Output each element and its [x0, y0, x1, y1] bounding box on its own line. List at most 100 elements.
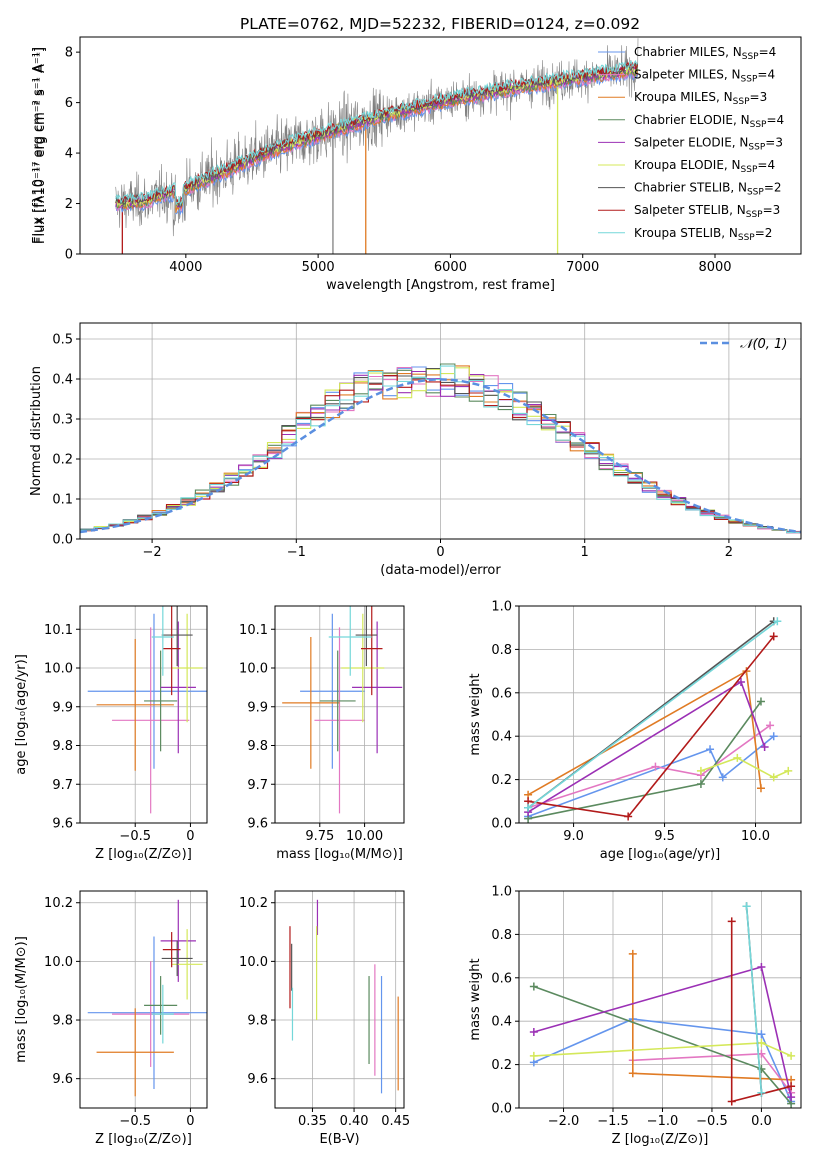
- x-tick-label: −0.5: [696, 1114, 728, 1129]
- y-tick-label: 9.8: [247, 1014, 268, 1029]
- weight-marker: [628, 949, 637, 958]
- y-tick-label: 9.9: [247, 700, 268, 715]
- weight-vs-age-panel: 9.0 9.5 10.0 0.0 0.2 0.4 0.6 0.8 1.0 age [log₁₀(a…: [468, 600, 802, 862]
- point-kroupa-stelib: [328, 606, 372, 676]
- x-tick-label: 1: [581, 545, 589, 560]
- y-tick-label: 0.6: [491, 686, 512, 701]
- point-salpeter-miles: [314, 627, 365, 814]
- legend-entry: Chabrier STELIB, NSSP=2: [634, 181, 782, 198]
- x-axis-label: wavelength [Angstrom, rest frame]: [326, 278, 555, 293]
- point-kroupa-elodie: [171, 613, 203, 723]
- weight-marker: [736, 677, 745, 686]
- y-tick-label: 0.2: [491, 1058, 512, 1073]
- x-tick-label: 2: [725, 545, 733, 560]
- y-tick-label: 0.4: [52, 373, 73, 388]
- weight-marker: [706, 745, 715, 754]
- x-tick-label: 0.40: [340, 1114, 369, 1129]
- y-tick-label: 0.1: [52, 493, 73, 508]
- x-tick-label: 9.75: [305, 829, 334, 844]
- mass-vs-extinction-panel: 0.35 0.40 0.45 9.6 9.8 10.0 10.2 E(B-V): [239, 890, 410, 1147]
- weight-marker: [529, 1028, 538, 1037]
- x-tick-label: −1.5: [597, 1114, 629, 1129]
- weight-line: [527, 724, 771, 809]
- x-axis-label: Z [log₁₀(Z/Z⊙)]: [612, 1132, 709, 1147]
- mass-vs-metallicity-panel: −0.5 0 9.6 9.8 10.0 10.2 Z [log₁₀(Z/Z⊙)] mass […: [14, 890, 208, 1147]
- weight-marker: [787, 1082, 796, 1091]
- y-tick-label: 10.0: [44, 955, 73, 970]
- y-tick-label: 8: [65, 46, 73, 61]
- weight-line: [527, 735, 775, 818]
- y-tick-label: 0.6: [491, 971, 512, 986]
- point-chabrier-elodie: [144, 976, 178, 1035]
- weights-salpeter-elodie: [524, 677, 769, 817]
- x-tick-label: −2.0: [548, 1114, 580, 1129]
- weight-marker: [529, 1051, 538, 1060]
- x-tick-label: 4000: [169, 260, 202, 275]
- weight-marker: [628, 1069, 637, 1078]
- x-tick-label: −1: [287, 545, 306, 560]
- point-kroupa-elodie: [171, 929, 203, 1000]
- legend-entry: Chabrier ELODIE, NSSP=4: [634, 113, 784, 130]
- weight-line: [533, 1018, 792, 1102]
- y-tick-label: 0.0: [52, 533, 73, 548]
- x-axis-label: age [log₁₀(age/yr)]: [600, 847, 721, 862]
- weight-marker: [787, 1051, 796, 1060]
- legend-entry: Kroupa STELIB, NSSP=2: [634, 226, 772, 243]
- y-tick-label: 0.8: [491, 928, 512, 943]
- model-fit-kroupa-elodie: [115, 64, 638, 208]
- legend-entry: 𝒩(0, 1): [740, 337, 787, 352]
- weights-kroupa-stelib: [742, 902, 766, 1097]
- model-fit-kroupa-stelib: [115, 59, 638, 207]
- y-tick-label: 1.0: [491, 885, 512, 900]
- weight-marker: [651, 762, 660, 771]
- point-kroupa-miles: [96, 1008, 174, 1097]
- axes-frame: [518, 890, 802, 1109]
- weight-marker: [727, 917, 736, 926]
- point-kroupa-miles: [282, 637, 340, 769]
- y-tick-label: 0.4: [491, 730, 512, 745]
- y-tick-label: 6: [65, 96, 73, 111]
- y-axis-label: mass [log₁₀(M/M⊙)]: [14, 936, 29, 1063]
- point-salpeter-stelib: [162, 606, 181, 696]
- point-chabrier-miles: [87, 613, 207, 769]
- histogram-kroupa-stelib: [80, 365, 801, 534]
- y-tick-label: 10.0: [44, 662, 73, 677]
- y-tick-label: 2: [65, 197, 73, 212]
- point-chabrier-elodie: [144, 650, 178, 752]
- y-axis-label: Flux [fλ10⁻¹⁷ erg cm⁻² s⁻¹ A⁻¹]: [31, 47, 46, 244]
- x-tick-label: 0.35: [298, 1114, 327, 1129]
- weight-vs-metallicity-panel: −2.0 −1.5 −1.0 −0.5 0.0 0.0 0.2 0.4 0.6 0.8 1.0 Z […: [468, 885, 802, 1147]
- axes-frame: [274, 890, 405, 1109]
- model-fit-kroupa-miles: [115, 68, 638, 213]
- x-tick-label: 9.5: [654, 829, 675, 844]
- x-tick-label: 7000: [566, 260, 599, 275]
- point-chabrier-stelib: [161, 606, 193, 667]
- y-axis-label: mass weight: [468, 673, 483, 755]
- plot-area: [289, 899, 399, 1094]
- weights-kroupa-miles: [524, 667, 765, 799]
- y-tick-label: 9.7: [247, 778, 268, 793]
- y-tick-label: 10.1: [44, 623, 73, 638]
- plot-area: [524, 617, 793, 823]
- x-tick-label: 9.0: [563, 829, 584, 844]
- weight-marker: [766, 721, 775, 730]
- y-tick-label: 0.0: [491, 1102, 512, 1117]
- x-axis-label: E(B-V): [319, 1132, 359, 1147]
- point-chabrier-stelib: [355, 606, 378, 667]
- x-tick-label: 0.45: [381, 1114, 410, 1129]
- weight-marker: [773, 617, 782, 626]
- age-vs-mass-panel: 9.75 10.00 9.6 9.7 9.8 9.9 10.0 10.1 mass [log₁₀…: [239, 605, 405, 862]
- y-tick-label: 4: [65, 147, 73, 162]
- y-tick-label: 9.6: [52, 1072, 73, 1087]
- y-tick-label: 9.9: [52, 700, 73, 715]
- weight-marker: [784, 766, 793, 775]
- weight-marker: [757, 962, 766, 971]
- point-salpeter-stelib: [162, 932, 181, 968]
- y-tick-label: 9.6: [247, 817, 268, 832]
- weight-marker: [757, 1030, 766, 1039]
- weight-marker: [718, 773, 727, 782]
- x-tick-label: −0.5: [119, 829, 151, 844]
- point-chabrier-miles: [87, 936, 207, 1089]
- spectrum-panel: 4000 5000 6000 7000 8000 0 2 4 6 8 wavelength [Ang…: [31, 36, 802, 293]
